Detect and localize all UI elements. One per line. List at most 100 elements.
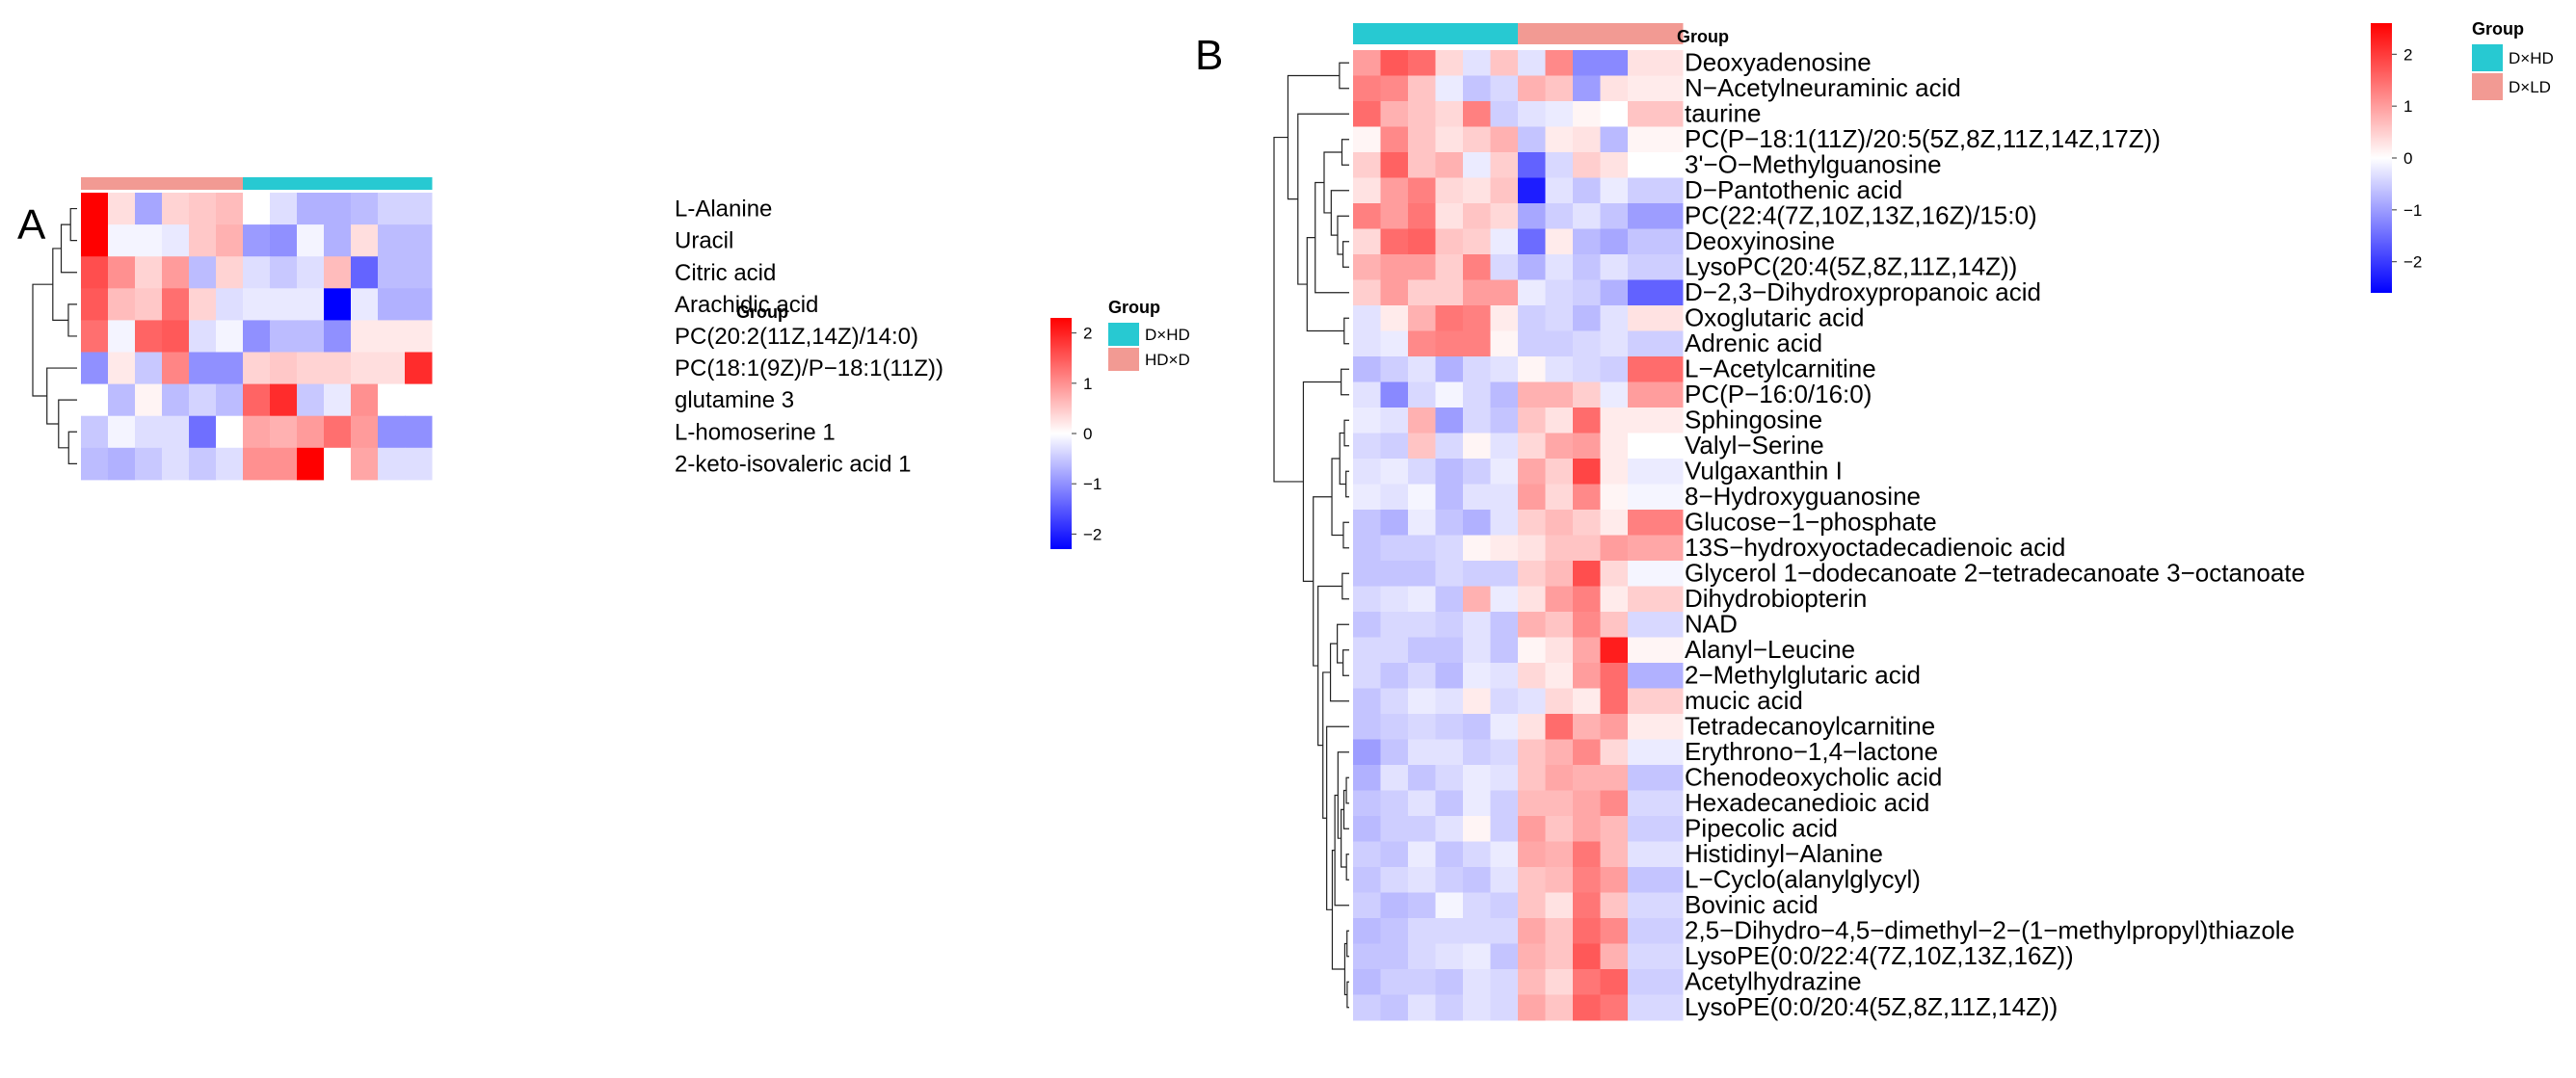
heatmap-cell [1518,663,1546,689]
heatmap-cell [1435,228,1464,255]
heatmap-cell [1545,459,1574,485]
heatmap-cell [1545,126,1574,153]
heatmap-cell [1628,408,1656,434]
heatmap-cell [1518,612,1546,638]
heatmap-cell [1518,867,1546,893]
heatmap-cell [405,256,433,289]
heatmap-cell [1600,254,1629,280]
row-label: Bovinic acid [1685,890,1819,919]
heatmap-cell [297,415,325,449]
heatmap-cell [378,224,406,257]
heatmap-cell [1490,330,1519,357]
heatmap-cell [1573,50,1601,76]
panel-b-legend-label-1: D×HD [2509,49,2554,67]
group-cell [405,177,433,190]
heatmap-cell [1490,381,1519,408]
heatmap-cell [1408,228,1436,255]
heatmap-cell [1435,892,1464,919]
heatmap-cell [1600,459,1629,485]
heatmap-cell [1655,663,1684,689]
row-label: Glucose−1−phosphate [1685,507,1937,536]
heatmap-cell [1490,433,1519,460]
heatmap-cell [243,288,271,321]
heatmap-cell [1435,663,1464,689]
heatmap-cell [1518,330,1546,357]
heatmap-cell [1655,484,1684,511]
row-label: L−Acetylcarnitine [1685,354,1876,382]
heatmap-cell [1490,561,1519,587]
heatmap-cell [1380,994,1409,1021]
heatmap-cell [1600,101,1629,127]
heatmap-cell [378,320,406,353]
heatmap-cell [1408,892,1436,919]
heatmap-cell [1463,228,1491,255]
heatmap-cell [1380,75,1409,102]
heatmap-cell [162,256,190,289]
dendrogram-branch [1273,136,1304,483]
dendrogram-branch [1287,74,1340,200]
heatmap-cell [1463,381,1491,408]
heatmap-cell [1628,535,1656,562]
row-label: mucic acid [1685,686,1803,715]
heatmap-cell [270,288,298,321]
dendrogram-branch [32,283,53,397]
heatmap-cell [108,383,136,417]
heatmap-cell [1490,612,1519,638]
heatmap-cell [216,256,244,289]
heatmap-cell [1490,994,1519,1021]
row-label: Citric acid [675,260,776,286]
heatmap-cell [1628,177,1656,204]
heatmap-cell [162,193,190,225]
heatmap-cell [1435,75,1464,102]
heatmap-cell [1573,330,1601,357]
group-cell [1490,23,1519,44]
heatmap-cell [1463,816,1491,842]
dendrogram-branch [1323,151,1342,214]
panel-a-label: A [17,201,46,249]
heatmap-cell [1380,943,1409,970]
panel-b-colorbar: 2 1 0 −1 −2 [2371,23,2422,293]
heatmap-cell [1490,152,1519,178]
heatmap-cell [1545,535,1574,562]
row-label: 8−Hydroxyguanosine [1685,482,1921,511]
panel-b-colorbar-gradient [2371,23,2392,293]
heatmap-cell [1655,688,1684,715]
heatmap-cell [1380,841,1409,868]
panel-a-legend-label-2: HD×D [1145,351,1190,369]
heatmap-cell [297,320,325,353]
heatmap-cell [216,288,244,321]
heatmap-cell [1435,381,1464,408]
heatmap-cell [1408,918,1436,944]
heatmap-cell [1518,561,1546,587]
heatmap-cell [135,447,163,481]
heatmap-cell [1408,994,1436,1021]
heatmap-cell [1545,994,1574,1021]
heatmap-cell [1435,994,1464,1021]
heatmap-cell [1573,765,1601,791]
heatmap-cell [1655,459,1684,485]
heatmap-cell [1408,612,1436,638]
heatmap-cell [162,224,190,257]
heatmap-cell [1353,330,1381,357]
heatmap-cell [1573,714,1601,740]
heatmap-cell [1518,790,1546,817]
heatmap-cell [81,288,109,321]
heatmap-cell [1435,305,1464,331]
heatmap-cell [189,224,217,257]
group-cell [1655,23,1684,44]
heatmap-cell [1518,688,1546,715]
heatmap-cell [1490,177,1519,204]
heatmap-cell [81,383,109,417]
dendrogram-branch [1346,981,1349,1009]
heatmap-cell [1435,356,1464,382]
row-label: Acetylhydrazine [1685,966,1862,995]
dendrogram-branch [67,303,77,337]
heatmap-cell [216,383,244,417]
dendrogram-branch [1343,419,1349,447]
heatmap-cell [1573,356,1601,382]
heatmap-cell [108,256,136,289]
heatmap-cell [1435,586,1464,613]
heatmap-cell [1380,918,1409,944]
heatmap-cell [1545,433,1574,460]
